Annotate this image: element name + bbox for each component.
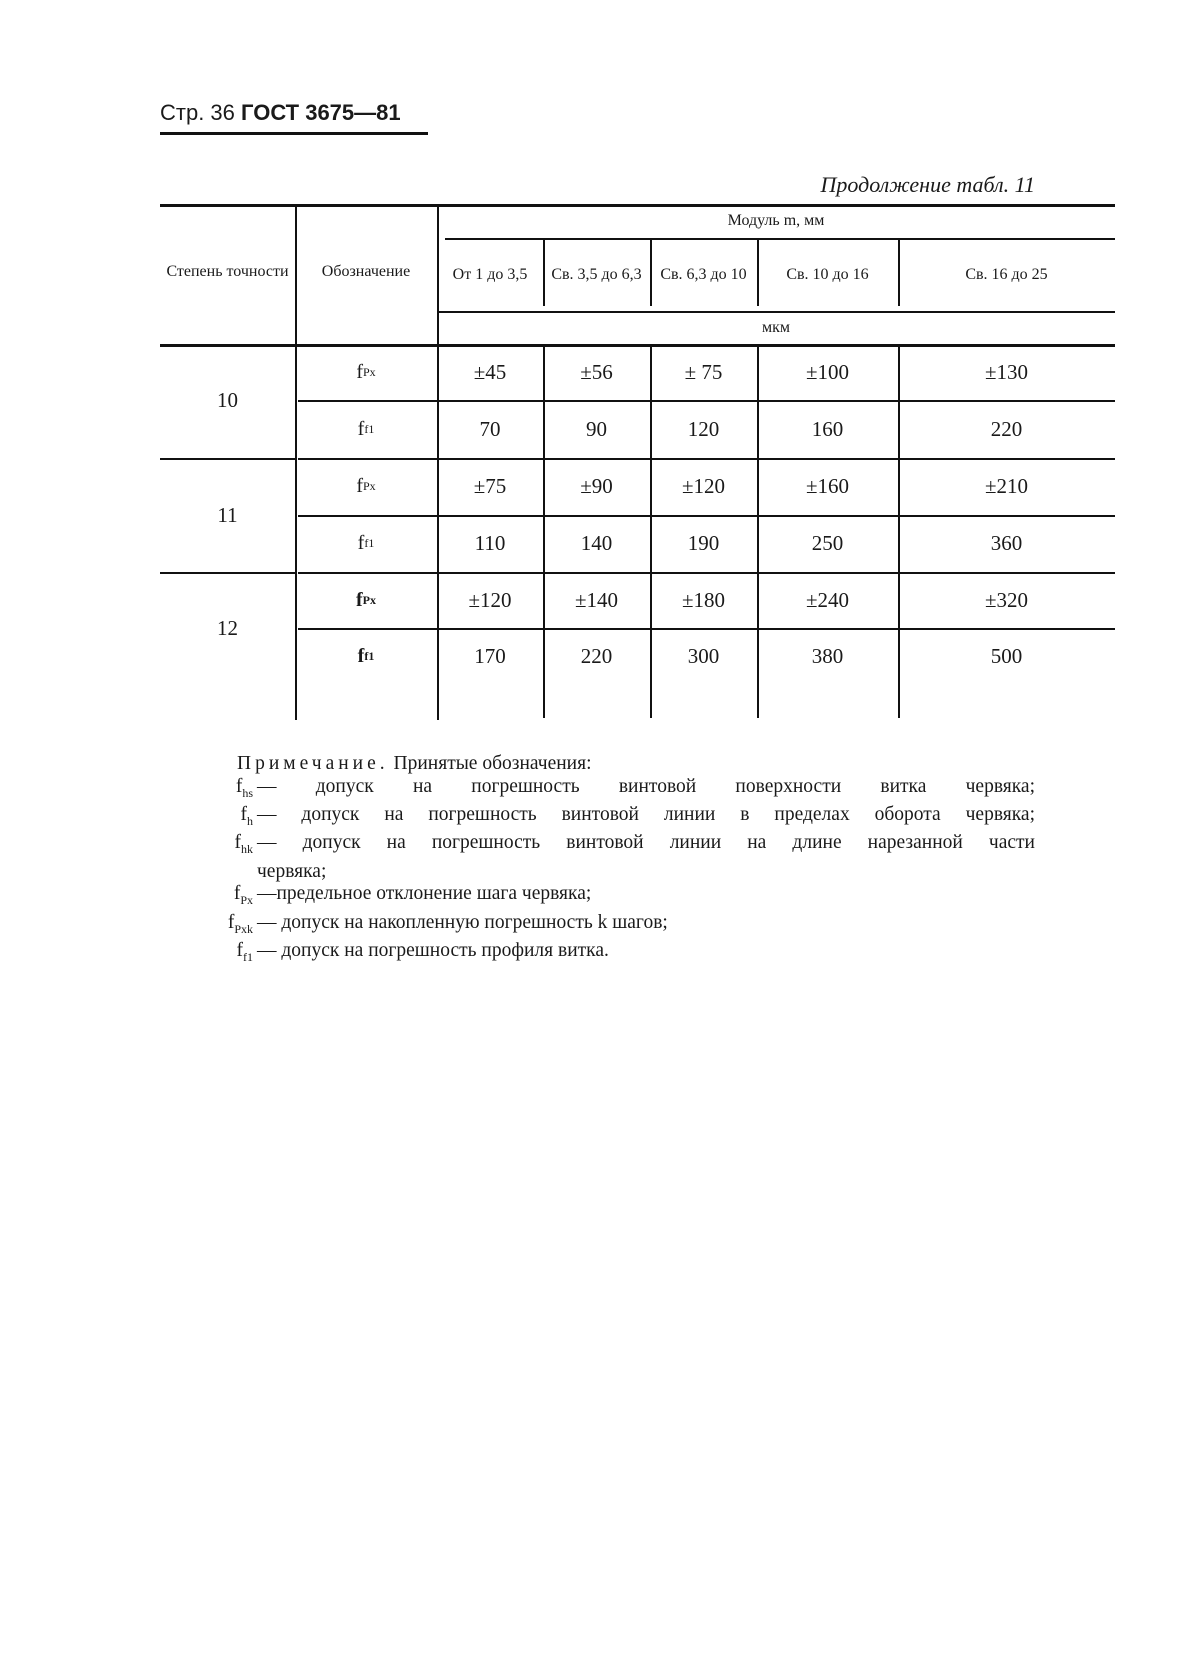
header-symbol: Обозначение (321, 263, 411, 281)
col-divider (295, 207, 297, 720)
value-cell: ±120 (681, 474, 726, 499)
value-cell: ±210 (984, 474, 1029, 499)
value-cell: 190 (687, 531, 720, 556)
note-symbol: ff1 (236, 939, 254, 964)
value-cell: 90 (586, 416, 607, 441)
value-cell: ±56 (580, 360, 613, 385)
grade-cell: 12 (217, 615, 238, 640)
note-title: Примечание. (237, 753, 389, 774)
table-continuation-label: Продолжение табл. 11 (820, 172, 1035, 197)
col-divider (898, 347, 900, 718)
value-cell: ±240 (805, 587, 850, 612)
module-rule (445, 238, 1115, 240)
header-range: От 1 до 3,5 (452, 265, 528, 283)
note-text: —предельное отклонение шага червяка; (257, 883, 592, 905)
col-divider (543, 240, 545, 306)
value-cell: ±75 (473, 474, 507, 499)
col-divider (757, 240, 759, 306)
note-item: fhs — допуск на погрешность винтовой пове… (195, 776, 1035, 804)
value-cell: ±160 (805, 474, 850, 499)
header-range: Св. 10 до 16 (786, 265, 869, 283)
table-top-rule (160, 204, 1115, 207)
page-header: Стр. 36 ГОСТ 3675—81 (160, 100, 401, 126)
value-cell: ±320 (984, 587, 1029, 612)
symbol-cell: f f1 (357, 417, 375, 440)
value-cell: 220 (990, 416, 1023, 441)
note: Примечание. Принятые обозначения: fhs — д… (195, 753, 1035, 968)
symbol-cell: f Px (356, 361, 376, 383)
header-range: Св. 16 до 25 (965, 265, 1048, 283)
value-cell: ±120 (468, 587, 512, 612)
header-grade: Степень точности (166, 263, 289, 281)
value-cell: ± 75 (684, 360, 723, 385)
note-item: fhk — допуск на погрешность винтовой лини… (195, 832, 1036, 860)
col-divider (650, 347, 652, 718)
row-divider (298, 572, 1115, 574)
symbol-cell: f f1 (357, 532, 375, 554)
col-divider (898, 240, 900, 306)
header-module: Модуль m, мм (727, 212, 825, 230)
symbol-cell: f Px (356, 475, 376, 497)
symbol-cell: f Px (355, 588, 376, 611)
value-cell: 360 (990, 531, 1023, 556)
col-divider (543, 347, 545, 718)
row-divider (298, 628, 1115, 630)
value-cell: 110 (474, 531, 506, 556)
col-divider (650, 240, 652, 306)
note-item: fPx —предельное отклонение шага червяка; (195, 883, 1035, 911)
note-heading: Примечание. Принятые обозначения: (195, 753, 1035, 776)
header-unit: мкм (761, 318, 791, 336)
value-cell: ±130 (984, 360, 1029, 385)
header-range: Св. 6,3 до 10 (660, 265, 747, 283)
value-cell: 500 (990, 644, 1023, 669)
range-rule (437, 311, 1115, 313)
value-cell: 70 (479, 416, 501, 441)
value-cell: 380 (811, 644, 844, 669)
note-item: fh — допуск на погрешность винтовой линии… (195, 803, 1036, 832)
value-cell: 140 (580, 531, 613, 556)
header-range: Св. 3,5 до 6,3 (551, 265, 642, 283)
note-item: fPxk — допуск на накопленную погрешность … (195, 912, 1035, 940)
value-cell: ±100 (805, 360, 850, 385)
value-cell: ±140 (574, 587, 619, 612)
note-text: — допуск на погрешность винтовой линии н… (257, 832, 1035, 854)
grade-divider (160, 572, 295, 574)
value-cell: ±45 (473, 360, 507, 385)
value-cell: 170 (474, 644, 506, 669)
note-symbol: fhk (234, 832, 254, 857)
value-cell: 250 (811, 531, 844, 556)
page-number: Стр. 36 (160, 100, 235, 125)
value-cell: 120 (687, 416, 720, 441)
value-cell: 160 (811, 416, 844, 441)
note-symbol: fPxk (227, 911, 253, 936)
value-cell: 220 (580, 644, 613, 669)
value-cell: ±180 (681, 587, 726, 612)
note-intro: Принятые обозначения: (393, 753, 592, 774)
grade-cell: 10 (217, 387, 238, 412)
row-divider (298, 400, 1115, 402)
grade-divider (160, 458, 295, 460)
row-divider (298, 458, 1115, 460)
header-rule (160, 132, 428, 135)
note-symbol: fPx (233, 883, 253, 908)
value-cell: 300 (687, 644, 720, 669)
note-item: ff1— допуск на погрешность профиля витка… (195, 940, 1035, 968)
value-cell: ±90 (580, 474, 613, 499)
note-text: — допуск на погрешность винтовой поверхн… (257, 775, 1035, 797)
note-text: — допуск на погрешность профиля витка. (257, 939, 609, 961)
standard-number: ГОСТ 3675—81 (241, 100, 401, 125)
note-text: — допуск на погрешность винтовой линии в… (257, 803, 1035, 825)
col-divider (437, 207, 439, 720)
col-divider (757, 347, 759, 718)
grade-cell: 11 (217, 502, 238, 527)
row-divider (298, 515, 1115, 517)
note-text-continuation: червяка; (257, 860, 327, 882)
header-bottom-rule (160, 344, 1115, 347)
note-symbol: fh (240, 803, 254, 828)
note-symbol: fhs (235, 775, 253, 800)
note-text: — допуск на накопленную погрешность k ша… (257, 911, 668, 933)
symbol-cell: f f1 (357, 645, 375, 667)
